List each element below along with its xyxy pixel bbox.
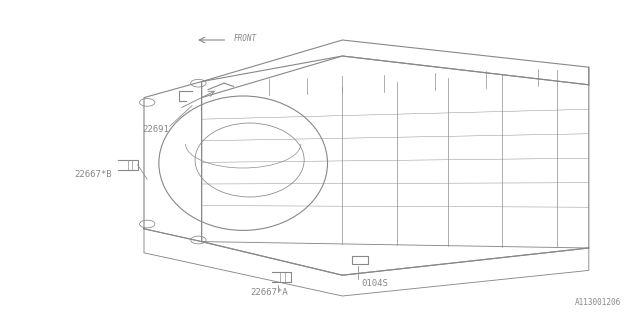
Text: 22691: 22691 [143, 125, 170, 134]
Text: 22667*A: 22667*A [250, 288, 287, 297]
Text: FRONT: FRONT [234, 34, 257, 43]
Text: A113001206: A113001206 [575, 298, 621, 307]
Text: 0104S: 0104S [362, 279, 388, 288]
Text: 22667*B: 22667*B [74, 170, 112, 179]
